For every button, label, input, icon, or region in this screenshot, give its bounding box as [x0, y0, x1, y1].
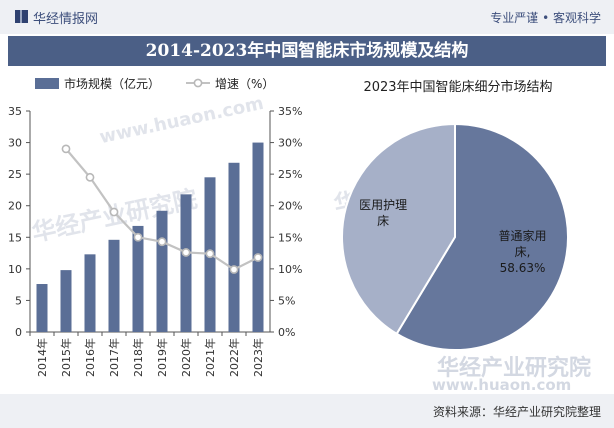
bar [60, 270, 72, 332]
x-tick-label: 2018年 [131, 338, 145, 377]
legend-line-marker [193, 78, 203, 88]
x-tick-label: 2015年 [59, 338, 73, 377]
pie-slice-label-line: 床 [377, 214, 389, 228]
growth-point [133, 232, 143, 242]
pie-slice [341, 122, 456, 336]
pie-slice-label-line: 医用护理 [359, 198, 407, 212]
y-right-tick-label: 0% [278, 326, 295, 339]
x-tick-label: 2022年 [227, 338, 241, 377]
source-note: 资料来源：华经产业研究院整理 [432, 405, 601, 419]
growth-point [85, 172, 95, 182]
pie-slice-label-line: 床, [515, 245, 531, 259]
legend-bar-swatch [35, 78, 59, 89]
y-right-tick-label: 25% [278, 168, 302, 181]
pie-slice-label-line: 58.63% [500, 261, 546, 275]
x-tick-label: 2014年 [35, 338, 49, 377]
y-left-tick-label: 35 [8, 105, 22, 118]
x-tick-label: 2021年 [203, 338, 217, 377]
bar [228, 162, 240, 332]
legend-line-label: 增速（%） [215, 77, 274, 91]
y-left-tick-label: 0 [15, 326, 22, 339]
y-left-tick-label: 15 [8, 231, 22, 244]
growth-point [109, 207, 119, 217]
y-right-tick-label: 15% [278, 231, 302, 244]
x-tick-label: 2017年 [107, 338, 121, 377]
y-left-tick-label: 5 [15, 294, 22, 307]
bar [36, 284, 48, 332]
brand-name: 华经情报网 [33, 12, 99, 27]
y-left-tick-label: 20 [8, 200, 22, 213]
y-right-tick-label: 10% [278, 263, 302, 276]
pie-title: 2023年中国智能床细分市场结构 [363, 79, 552, 95]
slogan: 专业严谨 • 客观科学 [490, 11, 601, 25]
growth-point [61, 144, 71, 154]
bar [156, 210, 168, 332]
bottom-bar [0, 394, 614, 428]
bar [108, 239, 120, 332]
x-tick-label: 2019年 [155, 338, 169, 377]
bar [252, 142, 264, 332]
y-left-tick-label: 10 [8, 263, 22, 276]
pie-slice [395, 122, 569, 351]
page-title: 2014-2023年中国智能床市场规模及结构 [8, 36, 606, 66]
y-right-tick-label: 35% [278, 105, 302, 118]
pie-slice-label: 医用护理床 [359, 198, 407, 228]
legend-bar-label: 市场规模（亿元） [64, 76, 160, 91]
pie-slice-label: 普通家用床, 58.63% [498, 228, 546, 275]
bar [132, 225, 144, 332]
growth-point [253, 253, 263, 262]
y-right-tick-label: 20% [278, 200, 302, 213]
growth-point [157, 237, 167, 247]
y-left-tick-label: 25 [8, 168, 22, 181]
bar [180, 194, 192, 332]
bar [84, 254, 96, 332]
growth-point [205, 249, 215, 259]
logo-icon [15, 10, 28, 23]
growth-point [181, 248, 191, 257]
growth-point [229, 265, 239, 274]
pie-slice-label-line: 普通家用 [498, 228, 546, 243]
y-right-tick-label: 30% [278, 137, 302, 150]
x-tick-label: 2016年 [83, 338, 97, 377]
top-bar [0, 0, 614, 34]
x-tick-label: 2020年 [179, 338, 193, 377]
x-tick-label: 2023年 [251, 338, 265, 377]
y-right-tick-label: 5% [278, 294, 295, 307]
y-left-tick-label: 30 [8, 137, 22, 150]
